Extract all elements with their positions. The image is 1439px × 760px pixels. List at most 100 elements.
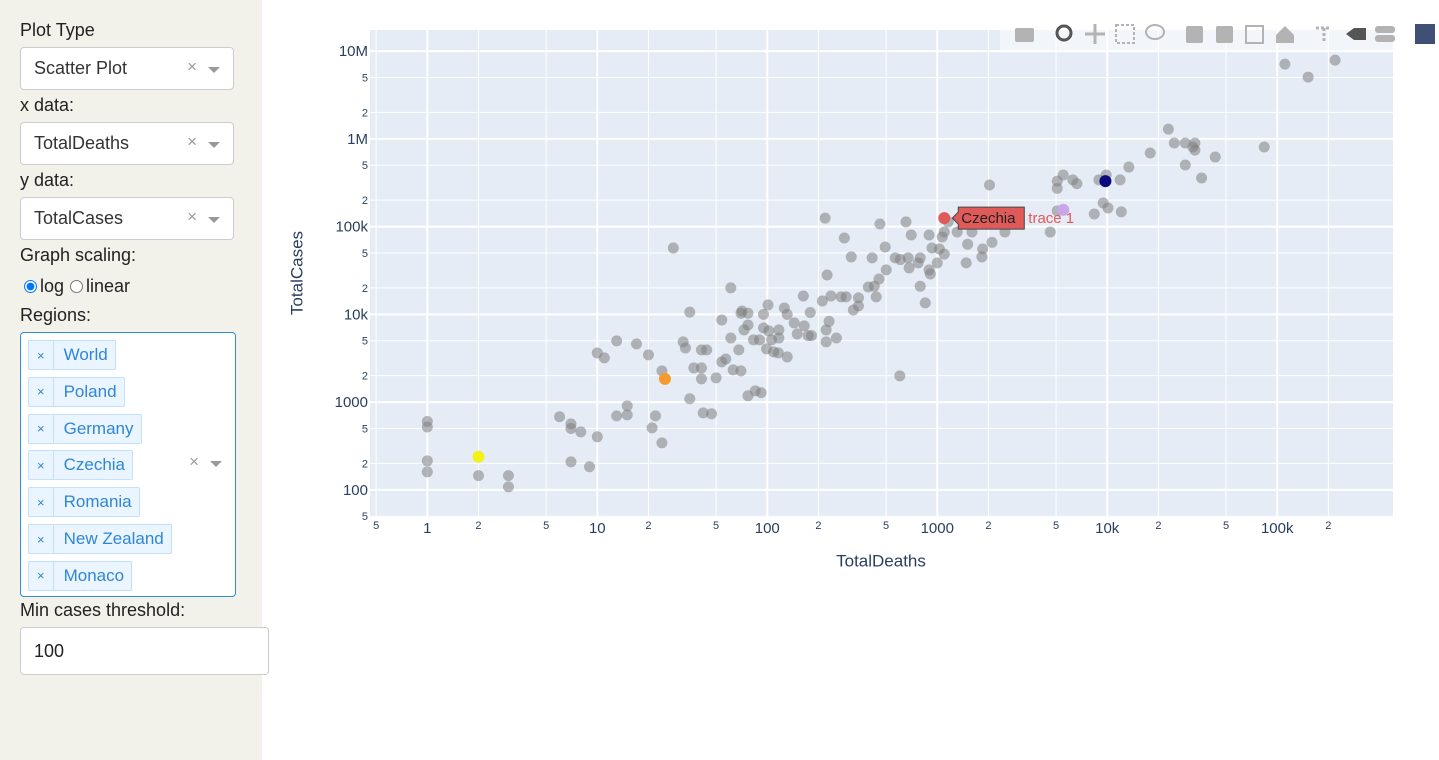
point (1179, 159, 1191, 171)
hover-compare-icon[interactable] (1375, 26, 1395, 33)
caret[interactable] (208, 142, 220, 148)
pan-icon[interactable] (1085, 24, 1105, 44)
y-tick-label: 100k (335, 219, 368, 236)
hover-compare-icon[interactable] (1375, 35, 1395, 42)
point (919, 297, 931, 309)
points (421, 54, 1341, 493)
chip-remove[interactable]: × (29, 377, 54, 406)
point (753, 334, 765, 346)
point (816, 295, 828, 307)
number-input[interactable]: 100 (20, 627, 269, 675)
region-chip: × World (28, 340, 116, 370)
point (611, 335, 623, 347)
region-chip: × New Zealand (28, 524, 172, 554)
point (1162, 123, 1174, 135)
zoom-out-icon[interactable] (1216, 26, 1233, 43)
caret[interactable] (210, 461, 222, 467)
point (938, 248, 950, 260)
point (706, 408, 718, 420)
point (804, 306, 816, 318)
zoom-icon[interactable] (1055, 24, 1073, 42)
point (591, 431, 603, 443)
point (791, 328, 803, 340)
home-icon[interactable] (1276, 26, 1294, 43)
grid (370, 30, 1393, 517)
x-tick-label: 1000 (921, 520, 954, 537)
clear[interactable]: × (189, 452, 199, 471)
point (1099, 175, 1112, 188)
point (798, 320, 810, 332)
point (701, 344, 713, 356)
plotly-logo[interactable] (1415, 24, 1435, 44)
point (1088, 208, 1100, 220)
point (646, 422, 658, 434)
point (733, 344, 745, 356)
chip-remove[interactable]: × (29, 451, 54, 480)
caret[interactable] (208, 217, 220, 223)
clear[interactable]: × (187, 132, 197, 151)
point (773, 332, 785, 344)
label: Min cases threshold: (20, 600, 186, 620)
clear[interactable]: × (187, 57, 197, 76)
point (823, 315, 835, 327)
label: Plot Type (20, 20, 95, 40)
point (720, 353, 732, 365)
x-axis-title: TotalDeaths (836, 551, 926, 570)
point (502, 481, 514, 493)
dropdown[interactable]: TotalDeaths × (20, 122, 234, 165)
point (1051, 182, 1063, 194)
point (684, 306, 696, 318)
y-tick-label: 5 (362, 248, 368, 260)
zoom-in-icon[interactable] (1186, 26, 1203, 43)
hover-trace-name: trace 1 (1028, 210, 1074, 227)
point (716, 314, 728, 326)
point (575, 426, 587, 438)
point (621, 409, 633, 421)
point (1114, 174, 1126, 186)
chip-label: Monaco (63, 565, 125, 585)
point (667, 242, 679, 254)
chip-remove[interactable]: × (29, 414, 54, 443)
point (421, 455, 433, 467)
dropdown[interactable]: TotalCases × (20, 197, 234, 240)
point (977, 243, 989, 255)
x-tick-label: 2 (1155, 520, 1161, 532)
dropdown[interactable]: Scatter Plot × (20, 47, 234, 90)
point (725, 332, 737, 344)
region-chip: × Germany (28, 413, 142, 444)
modebar (1000, 18, 1435, 50)
point (894, 370, 906, 382)
point (755, 387, 767, 399)
point (621, 400, 633, 412)
point (584, 461, 596, 473)
point (1123, 161, 1135, 173)
select-icon[interactable] (1115, 24, 1135, 44)
x-tick-label: 5 (373, 520, 379, 532)
point (960, 257, 972, 269)
caret[interactable] (208, 67, 220, 73)
radio[interactable] (70, 280, 84, 293)
point (735, 365, 747, 377)
radio-label: linear (86, 276, 131, 296)
spike-icon[interactable] (1316, 26, 1330, 42)
y-tick-label: 5 (362, 160, 368, 172)
radio[interactable] (24, 280, 37, 293)
point (611, 410, 623, 422)
point (914, 280, 926, 292)
multi-select[interactable]: × × World × Poland × Germany × Czechia × Romania × N… (20, 332, 236, 597)
lasso-icon[interactable] (1145, 24, 1165, 40)
point (688, 362, 700, 374)
hover-closest-icon[interactable] (1346, 28, 1366, 40)
chip-remove[interactable]: × (29, 561, 54, 590)
chip-remove[interactable]: × (29, 525, 54, 553)
x-tick-label: 2 (645, 520, 651, 532)
camera-icon[interactable] (1015, 28, 1034, 42)
point (1071, 178, 1083, 190)
point (845, 251, 857, 263)
autoscale-icon[interactable] (1245, 25, 1264, 44)
clear[interactable]: × (187, 207, 197, 226)
chip-remove[interactable]: × (29, 488, 54, 517)
chip-remove[interactable]: × (29, 341, 54, 369)
point (472, 470, 484, 482)
dropdown-value: TotalCases (34, 208, 124, 228)
